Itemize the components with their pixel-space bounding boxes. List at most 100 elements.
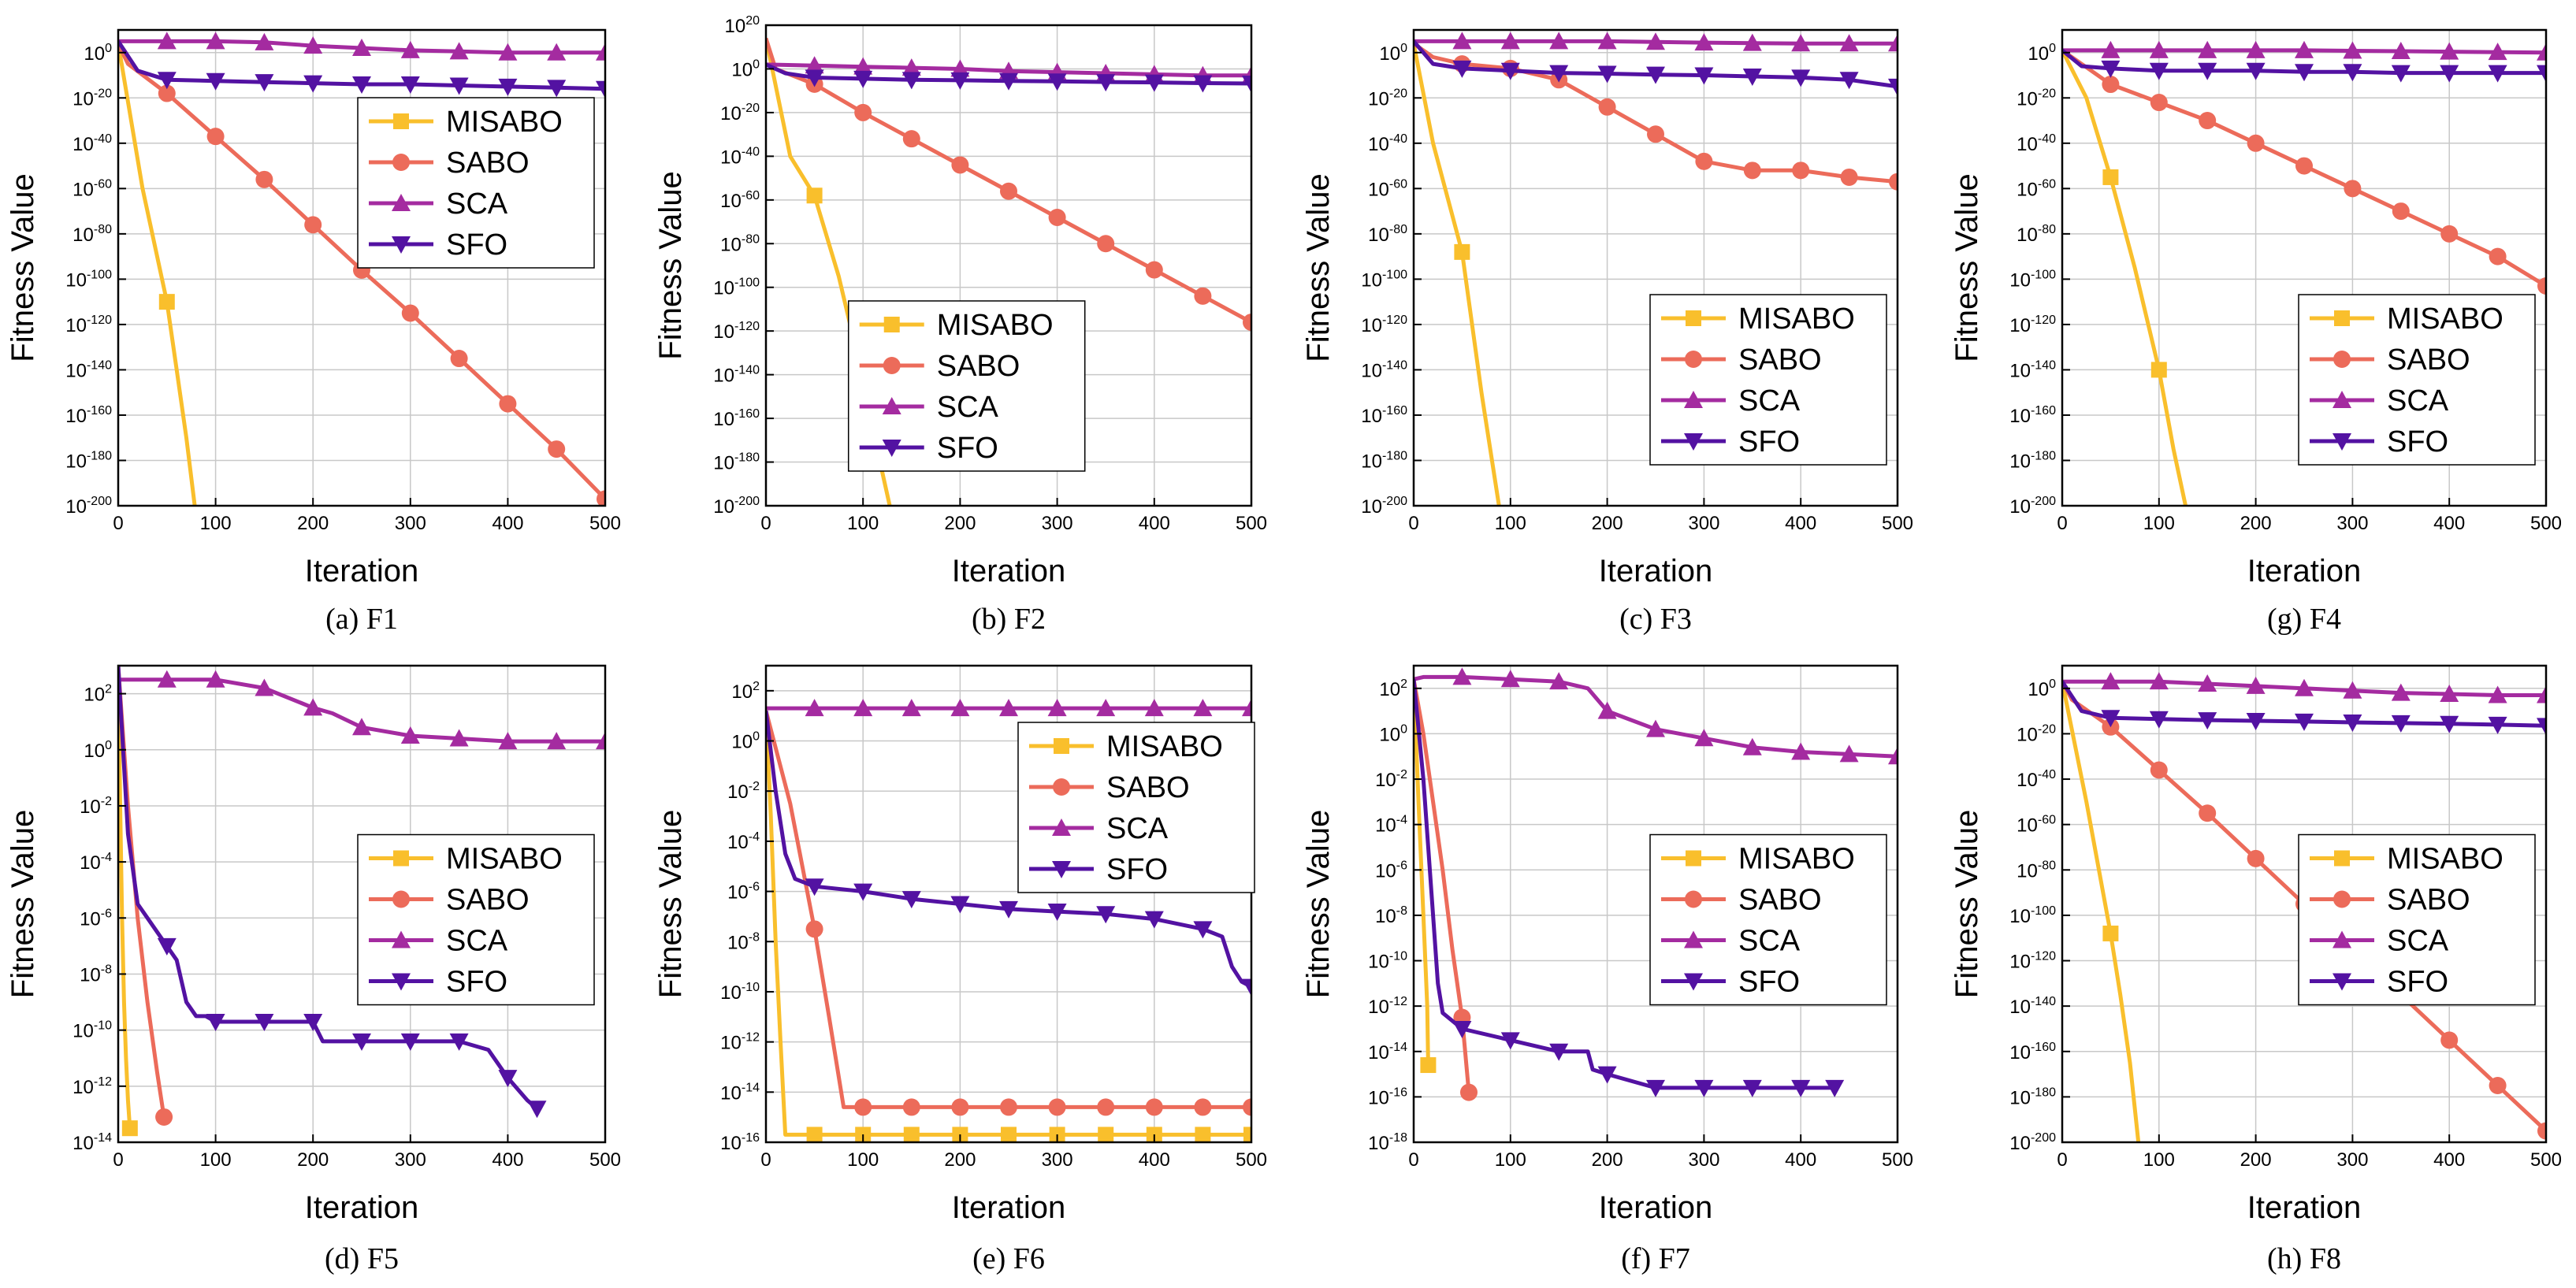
data-point-sca <box>206 32 225 50</box>
y-tick-label: 10-60 <box>1368 177 1407 200</box>
data-point-sfo <box>206 1013 225 1031</box>
x-tick-label: 300 <box>395 513 426 534</box>
y-tick-label: 10-160 <box>1361 404 1407 427</box>
data-point-sca <box>2488 685 2507 703</box>
data-point-sabo <box>1743 161 1761 180</box>
data-point-sfo <box>157 72 177 90</box>
legend-marker-sca <box>1684 391 1703 408</box>
x-tick-label: 400 <box>2433 513 2465 534</box>
y-tick-label: 10-40 <box>2017 768 2056 791</box>
y-tick-label: 102 <box>84 683 112 706</box>
y-tick-label: 10-140 <box>2009 995 2056 1018</box>
y-tick-label: 10-10 <box>72 1019 112 1042</box>
x-tick-label: 400 <box>2433 1149 2465 1171</box>
legend: MISABO SABO SCA SFO <box>847 300 1086 472</box>
data-point-sabo <box>2392 202 2410 221</box>
y-tick-label: 10-2 <box>1375 768 1407 791</box>
legend-label-misabo: MISABO <box>446 106 563 139</box>
data-point-misabo <box>1001 1127 1017 1142</box>
data-point-sfo <box>1791 1079 1811 1097</box>
y-tick-label: 10-100 <box>2009 904 2056 927</box>
data-point-sca <box>1452 667 1472 685</box>
y-tick-label: 10-100 <box>1361 268 1407 291</box>
series-line-sabo <box>1414 42 1898 184</box>
data-point-sabo <box>805 920 823 938</box>
data-point-sca <box>498 43 518 61</box>
series-sfo <box>1414 39 1898 96</box>
y-tick-label: 10-10 <box>1368 950 1407 973</box>
plot-frame <box>2061 28 2548 507</box>
data-point-sca <box>1742 737 1762 755</box>
data-point-sabo <box>1048 1098 1066 1116</box>
data-point-sfo <box>2198 62 2217 80</box>
data-point-sca <box>1549 32 1569 50</box>
x-tick-label: 500 <box>2530 1149 2562 1171</box>
x-axis-label: Iteration <box>2247 1190 2362 1225</box>
data-point-sca <box>1888 34 1898 52</box>
y-tick-label: 10-8 <box>80 963 112 985</box>
data-point-sca <box>1646 719 1665 737</box>
data-point-sfo <box>2246 62 2266 80</box>
data-point-sabo <box>854 1098 872 1116</box>
y-tick-label: 10-2 <box>727 780 760 803</box>
data-point-sabo <box>1243 1098 1251 1116</box>
data-point-sca <box>498 732 518 750</box>
data-point-sfo <box>1839 72 1859 90</box>
data-point-sfo <box>2343 64 2362 82</box>
legend-marker-sabo <box>392 154 410 171</box>
series-misabo <box>1414 679 1437 1074</box>
y-tick-label: 100 <box>84 739 112 762</box>
data-point-sca <box>1193 699 1213 717</box>
y-tick-label: 10-80 <box>1368 223 1407 246</box>
y-tick-label: 10-120 <box>65 314 112 336</box>
data-point-sfo <box>1694 67 1714 85</box>
legend-marker-sabo <box>1053 778 1070 796</box>
y-tick-label: 10-4 <box>80 851 112 874</box>
y-tick-label: 10-2 <box>80 795 112 818</box>
data-point-sfo <box>2391 715 2411 733</box>
subfigure-caption: (f) F7 <box>1621 1242 1690 1275</box>
y-tick-label: 10-120 <box>2009 314 2056 336</box>
legend-marker-misabo <box>1054 738 1069 754</box>
x-tick-label: 100 <box>200 513 232 534</box>
legend-label-misabo: MISABO <box>1738 303 1855 336</box>
data-point-sabo <box>1840 168 1858 186</box>
y-tick-label: 10-18 <box>1368 1131 1407 1154</box>
data-point-sca <box>1452 32 1472 50</box>
legend-label-sca: SCA <box>1738 384 1801 418</box>
data-point-sca <box>2295 40 2314 58</box>
y-tick-label: 102 <box>1379 677 1407 700</box>
data-point-misabo <box>2102 169 2119 185</box>
y-tick-label: 100 <box>84 42 112 65</box>
x-tick-label: 400 <box>492 1149 523 1171</box>
x-tick-label: 500 <box>1236 1149 1267 1171</box>
data-point-sabo <box>1097 1098 1115 1116</box>
legend-label-sabo: SABO <box>2387 343 2470 377</box>
y-tick-label: 10-140 <box>65 358 112 381</box>
data-point-sca <box>303 36 323 54</box>
data-point-sfo <box>449 77 469 95</box>
y-tick-label: 10-180 <box>2009 449 2056 472</box>
x-tick-label: 300 <box>2336 1149 2368 1171</box>
data-point-sca <box>1047 699 1067 717</box>
data-point-sabo <box>1145 261 1163 279</box>
subfigure-caption: (h) F8 <box>2267 1242 2341 1275</box>
series-misabo <box>2062 681 2141 1142</box>
y-tick-label: 10-12 <box>720 1031 760 1054</box>
data-point-sca <box>449 729 469 747</box>
series-sfo <box>766 711 1251 997</box>
data-point-sca <box>547 732 567 750</box>
legend-marker-sfo <box>1684 433 1703 451</box>
x-tick-label: 100 <box>2143 513 2175 534</box>
y-tick-label: 10-4 <box>1375 814 1407 837</box>
series-sfo <box>766 62 1251 94</box>
y-tick-label: 10-180 <box>1361 449 1407 472</box>
data-point-sca <box>157 32 177 50</box>
x-tick-label: 200 <box>1592 513 1623 534</box>
data-point-sca <box>999 699 1018 717</box>
data-point-sca <box>2343 681 2362 699</box>
data-point-sfo <box>2488 65 2507 83</box>
data-point-sfo <box>2149 711 2169 729</box>
y-axis-label: Fitness Value <box>653 171 688 359</box>
